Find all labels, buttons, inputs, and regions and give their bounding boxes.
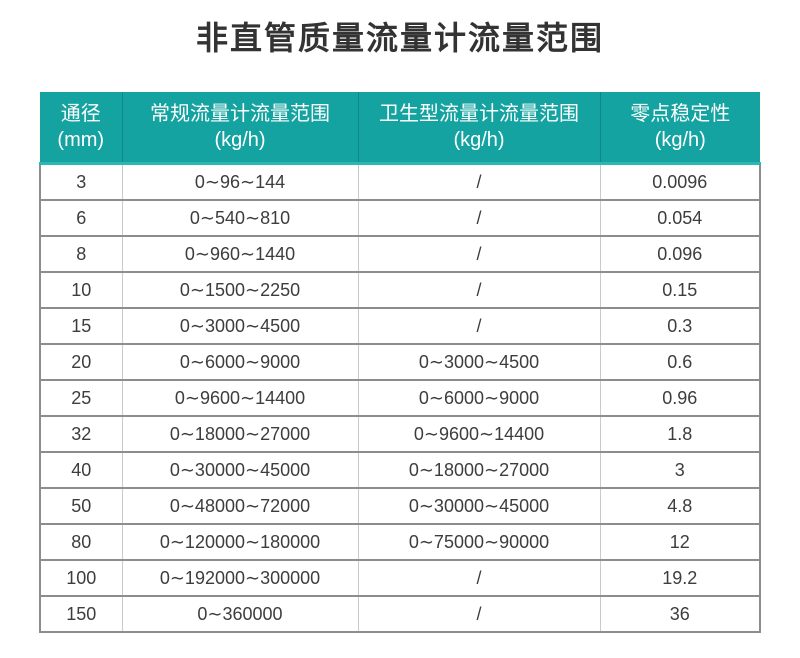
table-cell: 0∼48000∼72000: [121, 487, 358, 524]
table-row: 80 0∼120000∼180000 0∼75000∼90000 12: [39, 523, 761, 560]
table-cell: 0∼540∼810: [121, 199, 358, 236]
table-cell: /: [357, 235, 600, 272]
table-cell: 0.3: [599, 307, 761, 344]
header-unit: (kg/h): [654, 129, 706, 151]
table-cell: 0∼75000∼90000: [357, 523, 600, 560]
table-cell: 0∼192000∼300000: [121, 559, 358, 596]
table-cell: 0.6: [599, 343, 761, 380]
table-cell: 100: [39, 559, 122, 596]
table-cell: 0∼6000∼9000: [121, 343, 358, 380]
table-cell: 12: [599, 523, 761, 560]
table-cell: 0∼120000∼180000: [121, 523, 358, 560]
table-cell: 19.2: [599, 559, 761, 596]
table-cell: 3: [599, 451, 761, 488]
table-row: 10 0∼1500∼2250/0.15: [39, 271, 761, 308]
header-cell-diameter: 通径 (mm): [40, 92, 123, 165]
header-unit: (kg/h): [214, 129, 266, 151]
table-cell: /: [357, 559, 600, 596]
table-header: 通径 (mm) 常规流量计流量范围 (kg/h) 卫生型流量计流量范围 (kg/…: [40, 92, 760, 165]
table-cell: 0∼18000∼27000: [357, 451, 600, 488]
flow-range-table: 通径 (mm) 常规流量计流量范围 (kg/h) 卫生型流量计流量范围 (kg/…: [39, 92, 761, 633]
table-cell: 8: [39, 235, 122, 272]
table-cell: 0∼9600∼14400: [357, 415, 600, 452]
table-cell: 0∼30000∼45000: [357, 487, 600, 524]
table-cell: 0∼1500∼2250: [121, 271, 358, 308]
table-cell: 20: [39, 343, 122, 380]
header-cell-standard-range: 常规流量计流量范围 (kg/h): [122, 92, 359, 165]
table-row: 40 0∼30000∼45000 0∼18000∼27000 3: [39, 451, 761, 488]
table-cell: 0∼960∼1440: [121, 235, 358, 272]
table-cell: 1.8: [599, 415, 761, 452]
table-cell: 10: [39, 271, 122, 308]
table-cell: 25: [39, 379, 122, 416]
table-cell: /: [357, 307, 600, 344]
table-cell: 0∼3000∼4500: [121, 307, 358, 344]
table-row: 3 0∼96∼144/0.0096: [39, 163, 761, 200]
table-cell: 40: [39, 451, 122, 488]
table-row: 100 0∼192000∼300000/19.2: [39, 559, 761, 596]
table-cell: 0.15: [599, 271, 761, 308]
table-row: 8 0∼960∼1440/0.096: [39, 235, 761, 272]
table-cell: 15: [39, 307, 122, 344]
header-label: 通径: [60, 103, 101, 125]
table-cell: /: [357, 163, 600, 200]
table-row: 20 0∼6000∼9000 0∼3000∼4500 0.6: [39, 343, 761, 380]
table-cell: /: [357, 199, 600, 236]
table-cell: 0∼3000∼4500: [357, 343, 600, 380]
table-cell: /: [357, 271, 600, 308]
table-cell: 0.054: [599, 199, 761, 236]
table-cell: /: [357, 595, 600, 633]
table-cell: 0.096: [599, 235, 761, 272]
table-cell: 0∼9600∼14400: [121, 379, 358, 416]
table-cell: 0.0096: [599, 163, 761, 200]
table-cell: 80: [39, 523, 122, 560]
table-row: 150 0∼360000/36: [39, 595, 761, 633]
header-cell-zero-stability: 零点稳定性 (kg/h): [600, 92, 760, 165]
page: 非直管质量流量计流量范围 通径 (mm) 常规流量计流量范围 (kg/h) 卫生…: [0, 16, 800, 658]
page-title: 非直管质量流量计流量范围: [195, 20, 604, 56]
table-cell: 0∼96∼144: [121, 163, 358, 200]
table-row: 25 0∼9600∼14400 0∼6000∼9000 0.96: [39, 379, 761, 416]
header-unit: (mm): [57, 129, 105, 151]
header-label: 卫生型流量计流量范围: [379, 103, 579, 125]
table-cell: 32: [39, 415, 122, 452]
table-cell: 50: [39, 487, 122, 524]
table-cell: 36: [599, 595, 761, 633]
header-label: 零点稳定性: [630, 103, 731, 125]
table-row: 15 0∼3000∼4500/0.3: [39, 307, 761, 344]
table-cell: 0∼6000∼9000: [357, 379, 600, 416]
table-cell: 6: [39, 199, 122, 236]
table-cell: 0∼18000∼27000: [121, 415, 358, 452]
table-body: 3 0∼96∼144/0.0096 6 0∼540∼810/0.054 8 0∼960∼1…: [39, 163, 761, 633]
table-row: 32 0∼18000∼27000 0∼9600∼14400 1.8: [39, 415, 761, 452]
table-header-row: 通径 (mm) 常规流量计流量范围 (kg/h) 卫生型流量计流量范围 (kg/…: [40, 92, 760, 165]
table-cell: 4.8: [599, 487, 761, 524]
table-cell: 0.96: [599, 379, 761, 416]
header-cell-sanitary-range: 卫生型流量计流量范围 (kg/h): [358, 92, 601, 165]
header-unit: (kg/h): [453, 129, 505, 151]
header-label: 常规流量计流量范围: [150, 103, 330, 125]
table-cell: 3: [39, 163, 122, 200]
table-row: 6 0∼540∼810/0.054: [39, 199, 761, 236]
table-cell: 150: [39, 595, 122, 633]
table-row: 50 0∼48000∼72000 0∼30000∼45000 4.8: [39, 487, 761, 524]
table-cell: 0∼30000∼45000: [121, 451, 358, 488]
table-cell: 0∼360000: [121, 595, 358, 633]
